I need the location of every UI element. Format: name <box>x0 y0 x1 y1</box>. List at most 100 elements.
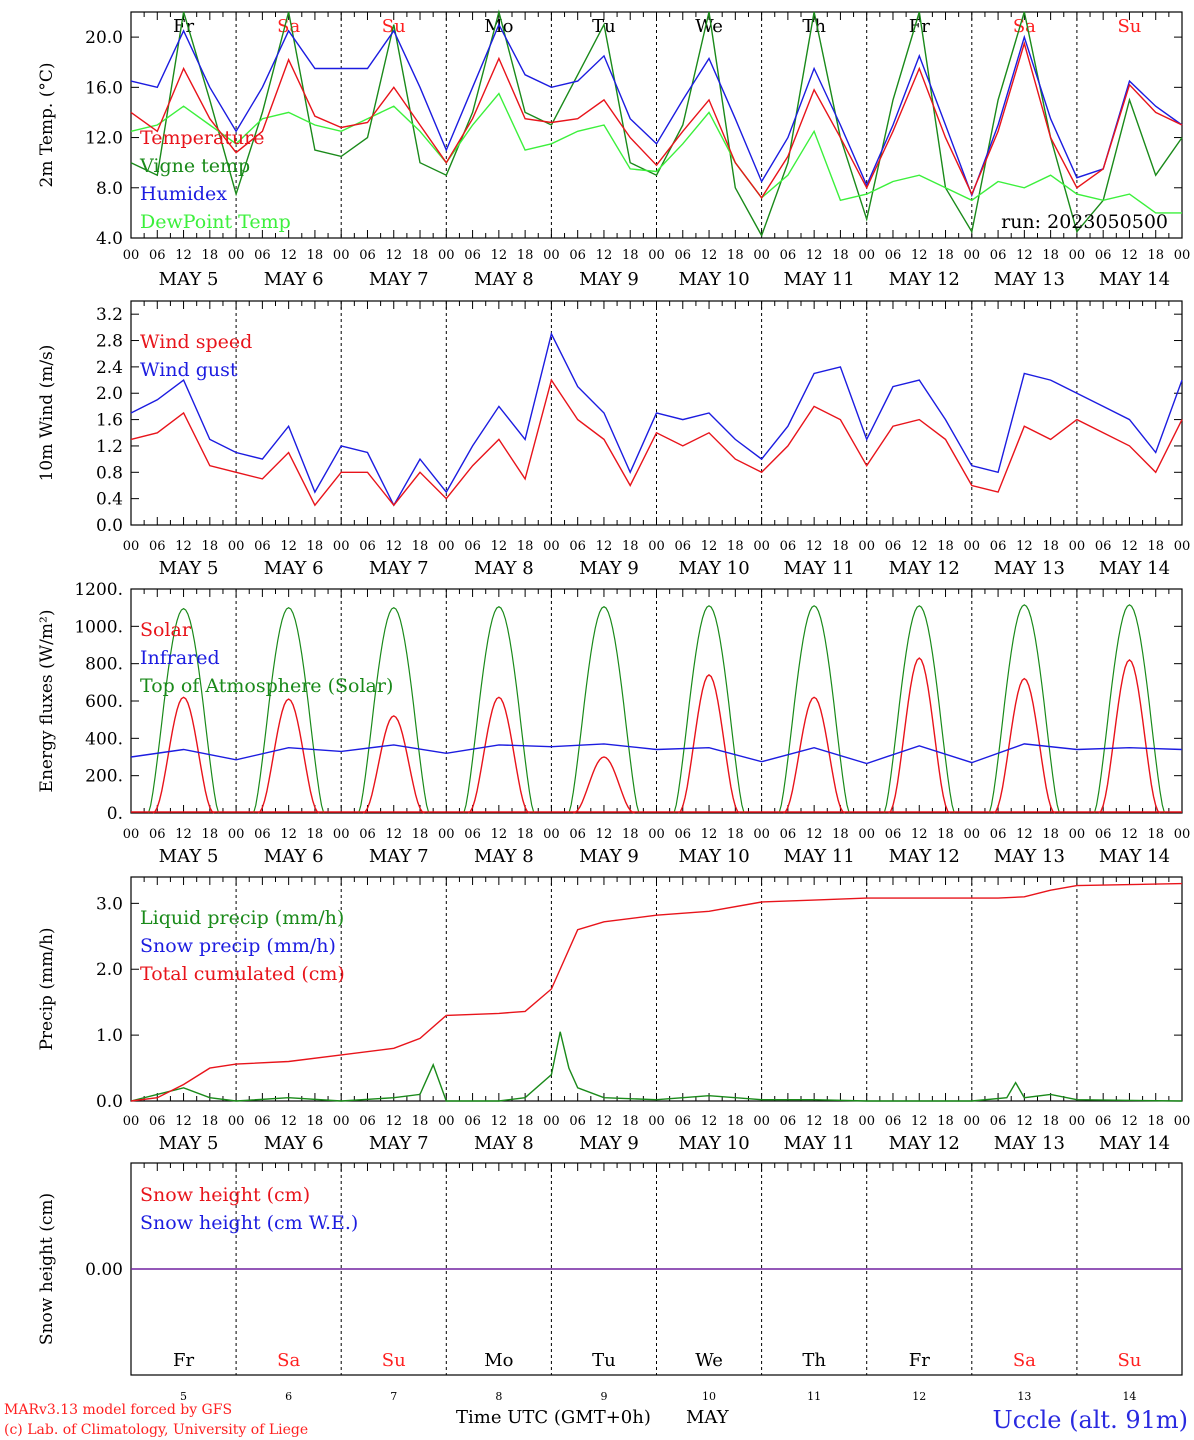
day-number: 13 <box>1017 1390 1031 1403</box>
hour-tick-label: 12 <box>175 1114 192 1129</box>
day-label: MAY 14 <box>1099 846 1170 867</box>
hour-tick-label: 06 <box>254 539 271 554</box>
hour-tick-label: 18 <box>307 827 324 842</box>
day-label: MAY 7 <box>369 269 429 290</box>
temperature-line <box>130 40 1183 200</box>
hour-tick-label: 18 <box>832 1114 849 1129</box>
toa-solar-line <box>253 606 325 814</box>
hour-tick-label: 18 <box>1147 1114 1164 1129</box>
run-label: run: 2023050500 <box>1001 211 1168 233</box>
legend-entry: DewPoint Temp <box>140 211 291 233</box>
panel-4: 0.0 1.0 2.0 3.0 Precip (mm/h) 00 06 12 18 00 06 12 1… <box>37 876 1190 1154</box>
day-label: MAY 8 <box>474 1133 534 1154</box>
hour-tick-label: 06 <box>464 539 481 554</box>
hour-tick-label: 18 <box>202 248 219 263</box>
hour-tick-label: 06 <box>464 827 481 842</box>
hour-tick-label: 00 <box>1069 539 1086 554</box>
hour-tick-label: 00 <box>648 827 665 842</box>
hour-tick-label: 06 <box>569 539 586 554</box>
hour-tick-label: 18 <box>727 248 744 263</box>
hour-tick-label: 18 <box>937 248 954 263</box>
day-label: MAY 5 <box>159 269 219 290</box>
hour-tick-label: 12 <box>491 539 508 554</box>
hour-tick-label: 06 <box>1095 539 1112 554</box>
day-label: MAY 6 <box>264 558 324 579</box>
ytick-label: 8.0 <box>96 179 123 199</box>
hour-tick-label: 12 <box>1016 827 1033 842</box>
hour-tick-label: 00 <box>753 248 770 263</box>
day-label: MAY 13 <box>994 1133 1065 1154</box>
weekday-label-bottom: Su <box>382 1350 406 1371</box>
day-number: 8 <box>495 1390 502 1403</box>
hour-tick-label: 18 <box>622 248 639 263</box>
hour-tick-label: 06 <box>675 248 692 263</box>
hour-tick-label: 12 <box>1121 248 1138 263</box>
day-number: 7 <box>390 1390 397 1403</box>
hour-tick-label: 18 <box>1147 827 1164 842</box>
hour-tick-label: 00 <box>438 1114 455 1129</box>
legend-entry: Wind gust <box>140 359 238 381</box>
toa-solar-line <box>883 605 955 814</box>
weekday-label-bottom: Mo <box>484 1350 513 1371</box>
day-label: MAY 7 <box>369 558 429 579</box>
hour-tick-label: 00 <box>228 248 245 263</box>
hour-tick-label: 06 <box>990 539 1007 554</box>
toa-solar-line <box>673 605 745 814</box>
hour-tick-label: 00 <box>333 1114 350 1129</box>
hour-tick-label: 00 <box>543 1114 560 1129</box>
day-label: MAY 12 <box>889 269 960 290</box>
dewpoint-line <box>130 92 1182 214</box>
panel-5: 0.00 Snow height (cm) Snow height (cm) Snow… <box>37 1162 1183 1403</box>
legend-entry: Solar <box>140 619 192 641</box>
hour-tick-label: 00 <box>123 248 140 263</box>
hour-tick-label: 00 <box>1069 827 1086 842</box>
hour-tick-label: 18 <box>412 827 429 842</box>
day-label: MAY 13 <box>994 269 1065 290</box>
legend-entry: Snow height (cm) <box>140 1184 310 1206</box>
panel-1: 4.0 8.0 12.0 16.0 20.0 2m Temp. (°C) 00 06 12 18 0… <box>37 9 1190 290</box>
ytick-label: 2.0 <box>96 960 123 980</box>
hour-tick-label: 18 <box>307 539 324 554</box>
hour-tick-label: 18 <box>622 539 639 554</box>
hour-tick-label: 12 <box>175 827 192 842</box>
hour-tick-label: 12 <box>701 248 718 263</box>
hour-tick-label: 18 <box>1042 1114 1059 1129</box>
ytick-label: 2.8 <box>96 332 123 352</box>
day-label: MAY 8 <box>474 269 534 290</box>
x-axis-title: Time UTC (GMT+0h) <box>456 1407 651 1428</box>
ytick-label: 4.0 <box>96 229 123 249</box>
hour-tick-label: 18 <box>1147 248 1164 263</box>
day-label: MAY 13 <box>994 558 1065 579</box>
toa-solar-line <box>988 604 1060 814</box>
hour-tick-label: 12 <box>596 827 613 842</box>
hour-tick-label: 12 <box>175 539 192 554</box>
weekday-label-top: Su <box>1117 16 1141 37</box>
day-label: MAY 9 <box>579 1133 639 1154</box>
hour-tick-label: 06 <box>359 827 376 842</box>
legend-entry: Top of Atmosphere (Solar) <box>140 675 393 697</box>
hour-tick-label: 12 <box>911 539 928 554</box>
hour-tick-label: 06 <box>990 248 1007 263</box>
hour-tick-label: 06 <box>149 827 166 842</box>
hour-tick-label: 00 <box>858 1114 875 1129</box>
day-label: MAY 7 <box>369 1133 429 1154</box>
hour-tick-label: 12 <box>491 1114 508 1129</box>
solar-line <box>783 696 846 814</box>
legend-entry: Wind speed <box>140 331 252 353</box>
ytick-label: 0.8 <box>96 463 123 483</box>
credit-line-1: MARv3.13 model forced by GFS <box>4 1402 232 1418</box>
hour-tick-label: 00 <box>1069 1114 1086 1129</box>
day-label: MAY 6 <box>264 1133 324 1154</box>
hour-tick-label: 12 <box>596 1114 613 1129</box>
ytick-label: 600. <box>85 692 123 712</box>
hour-tick-label: 12 <box>1016 1114 1033 1129</box>
hour-tick-label: 00 <box>753 539 770 554</box>
hour-tick-label: 18 <box>1042 827 1059 842</box>
hour-tick-label: 06 <box>149 539 166 554</box>
hour-tick-label: 00 <box>858 827 875 842</box>
hour-tick-label: 00 <box>228 827 245 842</box>
weekday-label-top: Fr <box>173 16 194 37</box>
toa-solar-line <box>147 607 220 814</box>
weekday-label-bottom: Su <box>1117 1350 1141 1371</box>
weekday-label-bottom: Fr <box>909 1350 930 1371</box>
